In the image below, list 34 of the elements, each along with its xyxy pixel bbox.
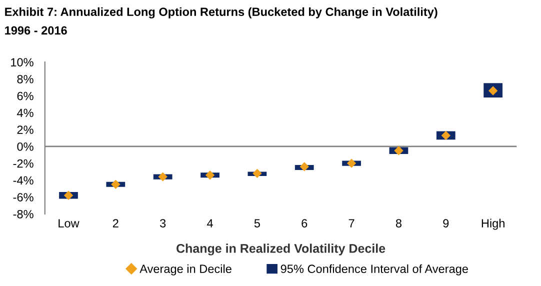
legend-label: Average in Decile	[140, 264, 232, 276]
point	[252, 168, 262, 178]
y-tick-label: 4%	[17, 108, 34, 118]
y-tick-label: -4%	[13, 176, 34, 185]
legend-label: 95% Confidence Interval of Average	[280, 264, 468, 276]
x-tick-label: 9	[443, 219, 449, 228]
point	[64, 190, 74, 200]
x-tick-label: 5	[254, 219, 260, 228]
y-tick-label: -2%	[13, 159, 34, 168]
chart-title: Exhibit 7: Annualized Long Option Returns (Bucketed by Change in Volatility)	[5, 7, 438, 18]
x-tick-label: 6	[302, 219, 308, 228]
y-tick-label: 10%	[11, 58, 34, 66]
y-tick-label: 8%	[17, 74, 34, 84]
y-tick-label: 0%	[17, 142, 34, 151]
y-tick-label: 2%	[17, 126, 34, 134]
point	[205, 170, 215, 180]
chart-subtitle: 1996 - 2016	[5, 26, 67, 35]
x-tick-label: 2	[112, 219, 118, 228]
point	[441, 130, 450, 140]
y-tick-label: -8%	[13, 210, 34, 218]
point	[346, 158, 356, 168]
point	[111, 180, 120, 190]
x-tick-label: 4	[207, 219, 213, 228]
point	[300, 162, 309, 172]
y-tick-label: -6%	[13, 193, 34, 202]
x-tick-label: 7	[348, 219, 354, 228]
x-tick-label: High	[482, 218, 504, 230]
x-tick-label: 8	[396, 219, 402, 228]
y-tick-label: 6%	[17, 92, 34, 100]
x-axis-title: Change in Realized Volatility Decile	[176, 244, 386, 256]
point	[158, 172, 168, 182]
x-tick-label: 3	[160, 219, 166, 228]
x-tick-label: Low	[58, 219, 80, 228]
point	[394, 146, 404, 156]
